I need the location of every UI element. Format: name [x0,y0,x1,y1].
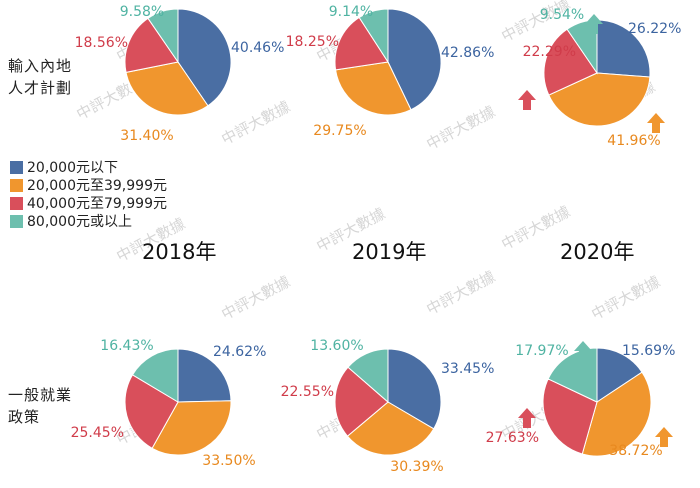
year-label-2020: 2020年 [560,240,635,264]
watermark-text: 中評大數據 [218,97,293,148]
pie-slice [177,348,232,403]
slice-label: 38.72% [609,443,662,459]
pie-2020年-row0 [543,19,651,127]
row-label-line: 人才計劃 [8,79,73,97]
legend-swatch [10,178,23,192]
pie-slice [125,61,209,116]
pie-slice [358,8,389,64]
legend-item: 40,000元至79,999元 [10,194,167,212]
pie-2020年-row1 [542,347,652,457]
pie-slice [147,8,179,64]
slice-label: 18.25% [286,34,339,50]
slice-label: 29.75% [313,123,366,139]
slice-label: 42.86% [441,45,494,61]
row-label-general-employment: 一般就業 政策 [8,384,72,428]
row-label-line: 輸入內地 [8,57,73,75]
up-arrow-icon [518,408,536,428]
row-label-line: 政策 [8,408,41,426]
pie-slice [124,17,179,73]
up-arrow-icon [585,14,603,34]
slice-label: 9.58% [120,4,164,20]
slice-label: 18.56% [75,35,128,51]
legend-swatch [10,196,23,210]
slice-label: 30.39% [390,459,443,475]
legend-swatch [10,214,23,228]
pie-slice [596,19,651,78]
slice-label: 33.50% [202,453,255,469]
pie-slice [334,16,389,71]
slice-label: 24.62% [213,344,266,360]
watermark-text: 中評大數據 [218,272,293,323]
pie-slice [543,28,598,96]
pie-slice [596,347,643,403]
watermark-text: 中評大數據 [588,272,663,323]
slice-label: 16.43% [100,338,153,354]
slice-label: 25.45% [71,425,124,441]
pie-2018年-row0 [124,8,232,116]
pie-slice [387,8,442,111]
up-arrow-icon [647,113,665,133]
slice-label: 41.96% [607,133,660,149]
watermark-text: 中評大數據 [423,102,498,153]
pie-slice [547,347,598,403]
slice-label: 17.97% [515,343,568,359]
slice-label: 9.54% [540,7,584,23]
slice-label: 31.40% [120,128,173,144]
slice-label: 22.29% [523,44,576,60]
pie-slice [334,366,389,437]
row-label-talent-scheme: 輸入內地 人才計劃 [8,55,72,99]
pie-slice [131,348,179,403]
slice-label: 22.55% [281,384,334,400]
slice-label: 33.45% [441,361,494,377]
legend-label: 20,000元至39,999元 [27,178,167,194]
pie-2019年-row0 [334,8,442,116]
pie-2018年-row1 [124,348,232,456]
up-arrow-icon [655,427,673,447]
pie-slice [548,72,651,127]
pie-slice [542,378,598,455]
pie-2019年-row1 [334,348,442,456]
pie-slice [346,401,435,456]
legend-item: 20,000元以下 [10,158,167,176]
legend-swatch [10,160,23,174]
slice-label: 40.46% [231,40,284,56]
legend: 20,000元以下 20,000元至39,999元 40,000元至79,999… [10,158,167,230]
legend-item: 80,000元或以上 [10,212,167,230]
up-arrow-icon [574,341,592,361]
legend-item: 20,000元至39,999元 [10,176,167,194]
pie-slice [387,348,442,430]
pie-slice [177,8,232,107]
row-label-line: 一般就業 [8,386,73,404]
slice-label: 27.63% [486,430,539,446]
up-arrow-icon [518,90,536,110]
pie-slice [581,371,652,457]
slice-label: 9.14% [329,4,373,20]
legend-label: 20,000元以下 [27,160,118,176]
pie-slice [335,61,412,116]
pie-slice [124,374,179,449]
slice-label: 26.22% [628,21,681,37]
year-label-2019: 2019年 [352,240,427,264]
legend-label: 40,000元至79,999元 [27,196,167,212]
pie-slice [151,400,232,456]
year-label-2018: 2018年 [142,240,217,264]
slice-label: 13.60% [310,338,363,354]
pie-slice [347,348,389,404]
watermark-text: 中評大數據 [423,267,498,318]
slice-label: 15.69% [622,343,675,359]
legend-label: 80,000元或以上 [27,214,132,230]
